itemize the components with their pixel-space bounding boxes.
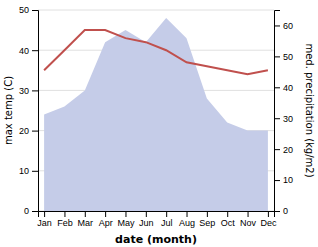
tick-mark xyxy=(32,171,38,172)
tick: 30 xyxy=(274,114,293,124)
tick-mark xyxy=(85,211,86,217)
plot: Jan Feb Mar Apr May Jun Jul Aug Sep Oct NovDec 0 10 2… xyxy=(19,5,293,228)
tick-mark xyxy=(227,211,228,217)
tick: Mar xyxy=(78,211,94,228)
tick: Jan xyxy=(37,211,52,228)
y-axis: 0 10 20 30 40 50 xyxy=(19,5,39,216)
tick-mark xyxy=(44,211,45,217)
tick: 10 xyxy=(19,166,38,176)
tick-mark xyxy=(146,211,147,217)
tick: 10 xyxy=(274,175,293,185)
tick-label: May xyxy=(117,218,135,228)
tick-mark xyxy=(248,211,249,217)
tick-label: Jan xyxy=(37,218,52,228)
tick: Aug xyxy=(179,211,195,228)
grid xyxy=(38,10,274,211)
grid-line xyxy=(38,10,274,11)
tick: 0 xyxy=(24,206,38,216)
tick: 40 xyxy=(19,46,38,56)
x-axis: Jan Feb Mar Apr May Jun Jul Aug Sep Oct NovDec xyxy=(37,211,277,228)
tick-label: 30 xyxy=(19,86,29,96)
tick: 0 xyxy=(274,206,288,216)
axis-line xyxy=(32,11,39,212)
axis-line xyxy=(39,212,275,218)
tick-mark xyxy=(32,131,38,132)
tick-label: Feb xyxy=(57,218,73,228)
tick-mark xyxy=(274,25,280,26)
tick: 60 xyxy=(274,21,293,31)
tick-label: Jun xyxy=(139,218,154,228)
y2-axis-title: med. precipitation (kg/m2) xyxy=(304,43,315,177)
tick-mark xyxy=(187,211,188,217)
tick: Apr xyxy=(99,211,113,228)
tick-label: 0 xyxy=(283,206,288,216)
tick-label: Nov xyxy=(240,218,257,228)
tick: 40 xyxy=(274,83,293,93)
tick: Feb xyxy=(57,211,73,228)
tick-mark xyxy=(274,87,280,88)
tick-mark xyxy=(166,211,167,217)
tick-mark xyxy=(32,10,38,11)
tick-mark xyxy=(268,211,269,217)
tick: 20 xyxy=(19,126,38,136)
tick-mark xyxy=(274,180,280,181)
axis-line xyxy=(275,11,281,212)
tick-label: 0 xyxy=(24,206,29,216)
tick-mark xyxy=(274,56,280,57)
tick-label: Jul xyxy=(161,218,173,228)
tick: Jul xyxy=(161,211,173,228)
y-axis-title: max temp (C) xyxy=(3,76,14,145)
tick-label: 50 xyxy=(283,52,293,62)
y2-axis: 0 10 20 30 40 50 60 xyxy=(274,11,293,217)
tick: Oct xyxy=(221,211,236,228)
tick: 50 xyxy=(274,52,293,62)
tick-label: 50 xyxy=(19,5,29,15)
tick: Nov xyxy=(240,211,257,228)
tick-label: Oct xyxy=(221,218,236,228)
tick-mark xyxy=(105,211,106,217)
tick-mark xyxy=(207,211,208,217)
tick: 20 xyxy=(274,145,293,155)
tick-mark xyxy=(274,211,280,212)
tick-mark xyxy=(64,211,65,217)
tick-label: 30 xyxy=(283,114,293,124)
tick-mark xyxy=(274,118,280,119)
tick-label: 10 xyxy=(19,166,29,176)
marks xyxy=(44,18,268,211)
chart: Jan Feb Mar Apr May Jun Jul Aug Sep Oct NovDec 0 10 2… xyxy=(0,0,318,247)
tick: 30 xyxy=(19,86,38,96)
tick-label: Dec xyxy=(260,218,277,228)
tick-mark xyxy=(32,211,38,212)
tick-label: Apr xyxy=(99,218,113,228)
temperature-line xyxy=(44,30,268,74)
tick-label: Sep xyxy=(199,218,215,228)
tick-label: 60 xyxy=(283,21,293,31)
x-axis-title: date (month) xyxy=(115,233,197,246)
tick-label: Mar xyxy=(78,218,94,228)
tick: 50 xyxy=(19,5,38,15)
precipitation-area xyxy=(44,18,268,211)
tick-mark xyxy=(274,149,280,150)
tick: May xyxy=(117,211,135,228)
tick-mark xyxy=(32,90,38,91)
tick-label: 20 xyxy=(19,126,29,136)
tick-label: 10 xyxy=(283,175,293,185)
tick-mark xyxy=(32,50,38,51)
tick-label: 40 xyxy=(283,83,293,93)
tick-label: Aug xyxy=(179,218,195,228)
tick: Sep xyxy=(199,211,215,228)
tick-mark xyxy=(125,211,126,217)
tick-label: 20 xyxy=(283,145,293,155)
tick: Jun xyxy=(139,211,154,228)
chart-container: Jan Feb Mar Apr May Jun Jul Aug Sep Oct NovDec 0 10 2… xyxy=(0,0,318,247)
tick: Dec xyxy=(260,211,277,228)
tick-label: 40 xyxy=(19,46,29,56)
